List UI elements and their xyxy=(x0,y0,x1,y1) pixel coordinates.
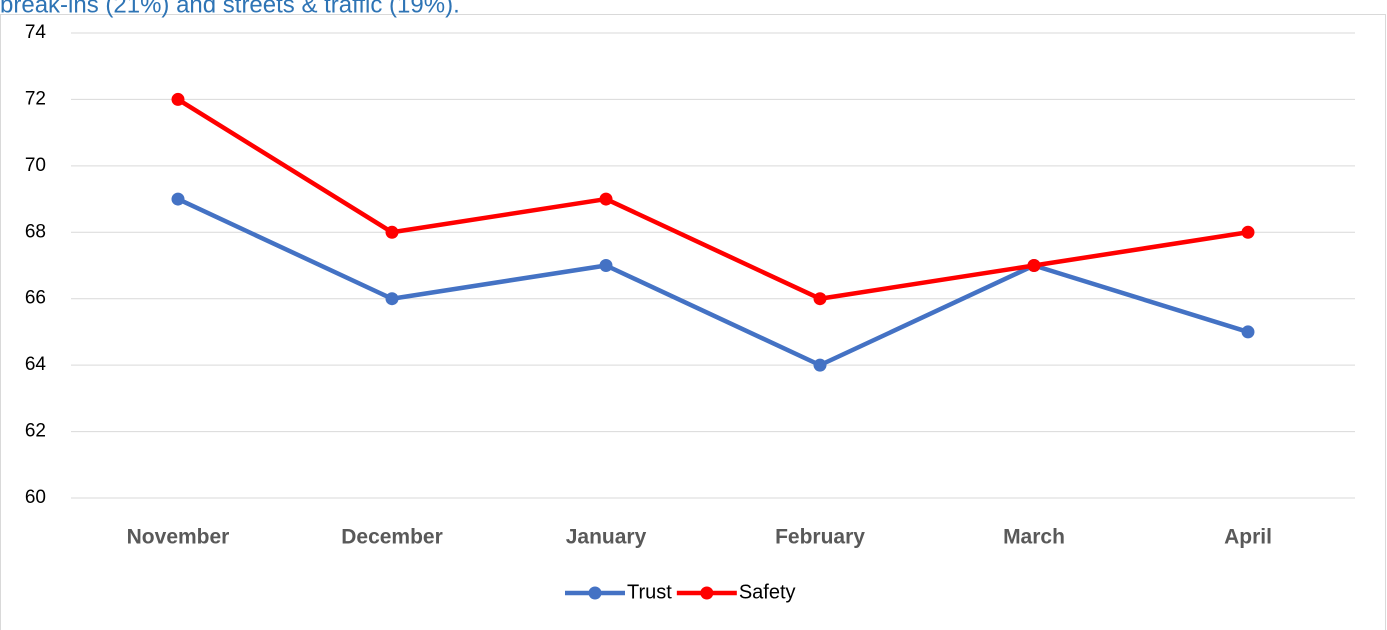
data-point xyxy=(1241,225,1255,239)
series-line xyxy=(176,97,1249,301)
data-point xyxy=(385,225,399,239)
x-tick-label: March xyxy=(1003,526,1065,549)
y-tick-label: 60 xyxy=(25,487,46,508)
data-point xyxy=(171,192,185,206)
legend-marker xyxy=(700,586,714,600)
y-tick-label: 72 xyxy=(25,88,46,109)
legend-label: Trust xyxy=(627,581,672,603)
data-point xyxy=(599,259,613,272)
data-point xyxy=(813,292,827,306)
data-point xyxy=(171,92,185,106)
x-tick-label: December xyxy=(341,526,443,549)
caption: break-ins (21%) and streets & traffic (1… xyxy=(0,0,460,18)
data-point xyxy=(599,192,613,206)
y-tick-label: 66 xyxy=(25,288,46,309)
series-line xyxy=(177,197,1249,368)
y-tick-label: 62 xyxy=(25,421,46,442)
data-point xyxy=(1027,259,1041,272)
data-point xyxy=(813,358,827,372)
y-tick-label: 70 xyxy=(25,155,46,176)
data-point xyxy=(385,292,399,306)
y-tick-label: 68 xyxy=(25,221,46,242)
x-tick-label: November xyxy=(127,526,230,549)
x-tick-label: February xyxy=(775,526,865,549)
x-tick-label: January xyxy=(566,526,647,549)
y-tick-label: 74 xyxy=(25,22,47,43)
x-tick-label: April xyxy=(1224,526,1272,549)
data-point xyxy=(1241,325,1255,339)
y-tick-label: 64 xyxy=(25,354,47,375)
chart-border xyxy=(0,14,1386,630)
legend-label: Safety xyxy=(739,581,796,603)
legend-marker xyxy=(588,586,602,600)
